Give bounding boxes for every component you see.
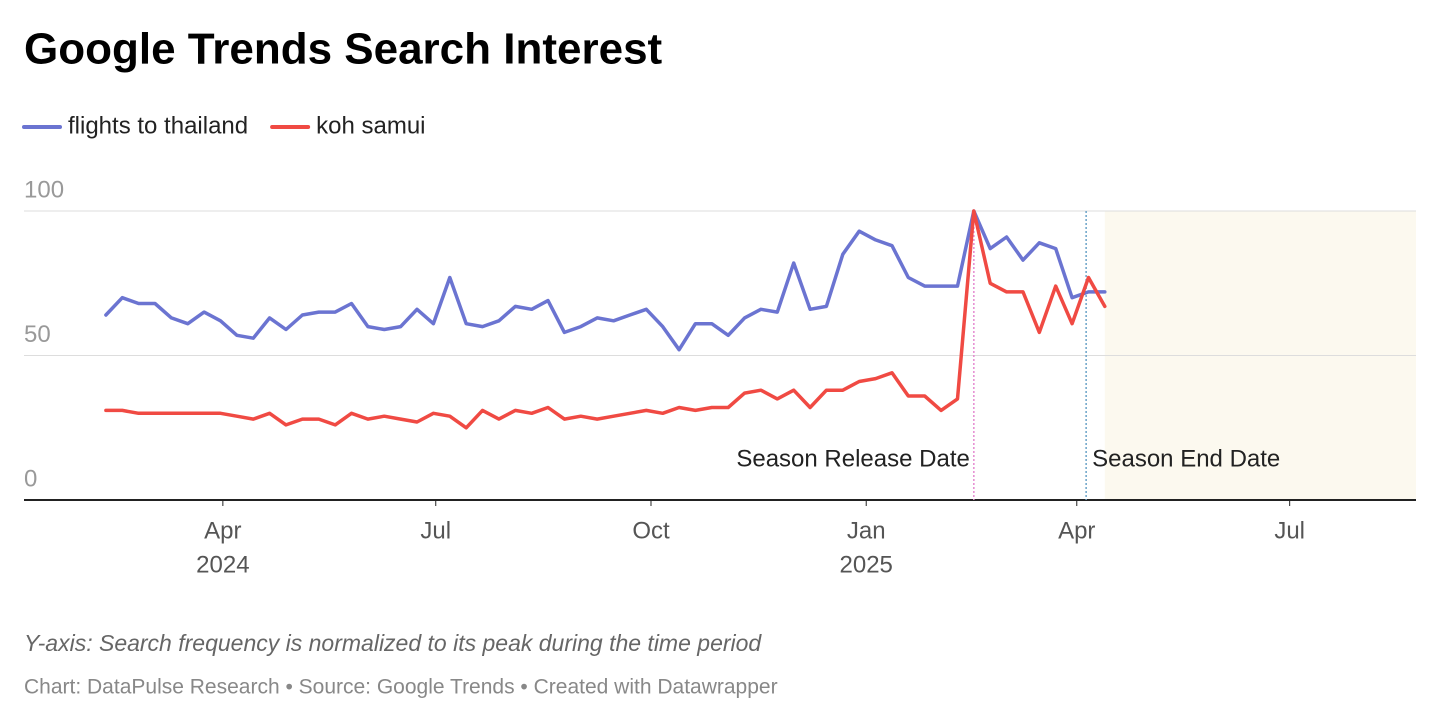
y-tick-label: 0 xyxy=(24,465,37,492)
x-tick-label: Oct xyxy=(632,517,670,544)
annotation-label: Season Release Date xyxy=(736,445,969,472)
y-tick-label: 100 xyxy=(24,176,64,203)
chart-title: Google Trends Search Interest xyxy=(24,25,663,74)
x-tick-label: Apr xyxy=(204,517,241,544)
x-tick-label: Jul xyxy=(1274,517,1305,544)
note: Y-axis: Search frequency is normalized t… xyxy=(24,630,762,656)
series-line xyxy=(104,209,1107,352)
legend-label: flights to thailand xyxy=(68,112,248,139)
y-tick-label: 50 xyxy=(24,321,51,348)
x-tick-label: Jan xyxy=(847,517,886,544)
x-tick-year: 2025 xyxy=(840,551,893,578)
source: Chart: DataPulse Research • Source: Goog… xyxy=(24,676,778,699)
x-tick-label: Apr xyxy=(1058,517,1095,544)
annotation-label: Season End Date xyxy=(1092,445,1280,472)
legend-label: koh samui xyxy=(316,112,425,139)
x-tick-year: 2024 xyxy=(196,551,249,578)
series-line xyxy=(104,209,1107,430)
x-tick-label: Jul xyxy=(420,517,451,544)
